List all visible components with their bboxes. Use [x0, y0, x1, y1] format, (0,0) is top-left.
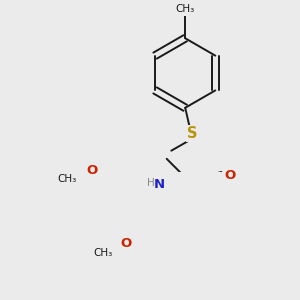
Text: CH₃: CH₃ [93, 248, 112, 258]
Text: O: O [87, 164, 98, 177]
Text: CH₃: CH₃ [57, 173, 76, 184]
Text: O: O [120, 237, 132, 250]
Text: CH₃: CH₃ [176, 4, 195, 14]
Text: N: N [154, 178, 165, 191]
Text: H: H [147, 178, 155, 188]
Text: S: S [187, 126, 197, 141]
Text: O: O [225, 169, 236, 182]
